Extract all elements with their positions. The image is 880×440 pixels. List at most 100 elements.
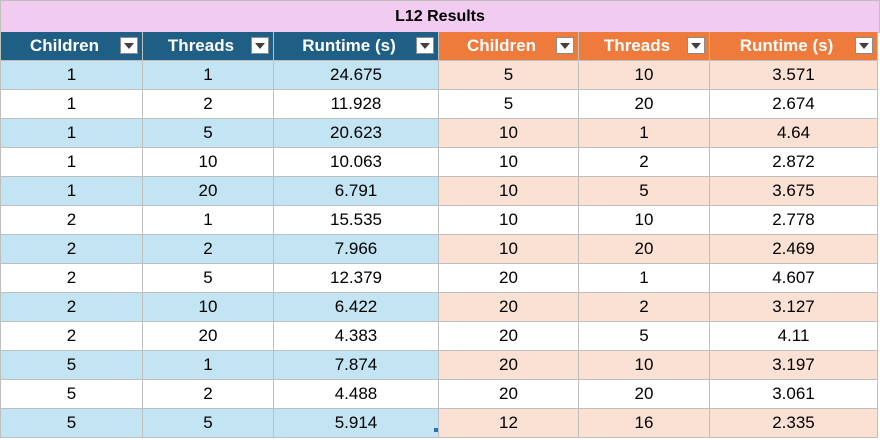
cell-runtime-right[interactable]: 4.607	[710, 264, 878, 293]
filter-dropdown-button[interactable]	[687, 37, 705, 54]
cell-children-right[interactable]: 10	[439, 177, 579, 206]
cell-children-right[interactable]: 10	[439, 235, 579, 264]
cell-runtime-left[interactable]: 4.383	[274, 322, 439, 351]
cell-threads-left[interactable]: 5	[143, 409, 274, 438]
cell-runtime-left[interactable]: 24.675	[274, 61, 439, 90]
cell-children-left[interactable]: 2	[0, 206, 143, 235]
cell-threads-left[interactable]: 10	[143, 148, 274, 177]
cell-runtime-right[interactable]: 3.061	[710, 380, 878, 409]
cell-threads-left[interactable]: 20	[143, 322, 274, 351]
cell-runtime-right[interactable]: 3.571	[710, 61, 878, 90]
cell-children-left[interactable]: 2	[0, 293, 143, 322]
column-header-threads-right[interactable]: Threads	[579, 32, 710, 61]
cell-threads-right[interactable]: 2	[579, 293, 710, 322]
chevron-down-icon	[420, 42, 430, 49]
cell-threads-left[interactable]: 5	[143, 264, 274, 293]
cell-runtime-right[interactable]: 3.197	[710, 351, 878, 380]
cell-runtime-left[interactable]: 10.063	[274, 148, 439, 177]
cell-runtime-left[interactable]: 6.791	[274, 177, 439, 206]
cell-threads-right[interactable]: 5	[579, 322, 710, 351]
filter-dropdown-button[interactable]	[855, 37, 873, 54]
filter-dropdown-button[interactable]	[120, 37, 138, 54]
column-header-children-left[interactable]: Children	[0, 32, 143, 61]
cell-threads-right[interactable]: 16	[579, 409, 710, 438]
cell-threads-right[interactable]: 1	[579, 264, 710, 293]
cell-threads-right[interactable]: 5	[579, 177, 710, 206]
chevron-down-icon	[255, 42, 265, 49]
cell-children-right[interactable]: 12	[439, 409, 579, 438]
cell-threads-left[interactable]: 2	[143, 90, 274, 119]
cell-runtime-right[interactable]: 2.335	[710, 409, 878, 438]
filter-dropdown-button[interactable]	[416, 37, 434, 54]
table-row: 1 20 6.791 10 5 3.675	[0, 177, 878, 206]
cell-runtime-right[interactable]: 2.872	[710, 148, 878, 177]
cell-children-right[interactable]: 10	[439, 148, 579, 177]
cell-threads-right[interactable]: 20	[579, 90, 710, 119]
cell-threads-left[interactable]: 1	[143, 206, 274, 235]
results-table: Children Threads Runtime (s) Children	[0, 32, 878, 438]
cell-threads-right[interactable]: 1	[579, 119, 710, 148]
column-header-runtime-right[interactable]: Runtime (s)	[710, 32, 878, 61]
cell-children-left[interactable]: 2	[0, 235, 143, 264]
cell-threads-left[interactable]: 5	[143, 119, 274, 148]
cell-threads-right[interactable]: 20	[579, 235, 710, 264]
fill-handle[interactable]	[434, 428, 438, 432]
cell-children-right[interactable]: 20	[439, 380, 579, 409]
cell-children-right[interactable]: 20	[439, 351, 579, 380]
cell-runtime-right[interactable]: 2.674	[710, 90, 878, 119]
cell-runtime-right[interactable]: 2.469	[710, 235, 878, 264]
cell-threads-left[interactable]: 2	[143, 380, 274, 409]
cell-children-left[interactable]: 1	[0, 61, 143, 90]
column-header-runtime-left[interactable]: Runtime (s)	[274, 32, 439, 61]
cell-children-left[interactable]: 1	[0, 148, 143, 177]
cell-runtime-left[interactable]: 5.914	[274, 409, 439, 438]
cell-children-left[interactable]: 2	[0, 264, 143, 293]
cell-runtime-right[interactable]: 3.127	[710, 293, 878, 322]
cell-children-left[interactable]: 5	[0, 351, 143, 380]
column-header-children-right[interactable]: Children	[439, 32, 579, 61]
filter-dropdown-button[interactable]	[251, 37, 269, 54]
cell-runtime-left[interactable]: 11.928	[274, 90, 439, 119]
cell-children-left[interactable]: 1	[0, 90, 143, 119]
cell-children-left[interactable]: 5	[0, 409, 143, 438]
cell-runtime-left[interactable]: 6.422	[274, 293, 439, 322]
table-row: 2 1 15.535 10 10 2.778	[0, 206, 878, 235]
cell-children-right[interactable]: 5	[439, 61, 579, 90]
cell-threads-right[interactable]: 10	[579, 206, 710, 235]
header-label: Threads	[603, 36, 671, 55]
cell-runtime-right[interactable]: 3.675	[710, 177, 878, 206]
cell-children-right[interactable]: 5	[439, 90, 579, 119]
cell-runtime-right[interactable]: 4.64	[710, 119, 878, 148]
cell-runtime-left[interactable]: 4.488	[274, 380, 439, 409]
cell-runtime-left[interactable]: 7.874	[274, 351, 439, 380]
cell-children-left[interactable]: 1	[0, 177, 143, 206]
table-row: 1 5 20.623 10 1 4.64	[0, 119, 878, 148]
cell-children-right[interactable]: 20	[439, 293, 579, 322]
cell-runtime-left[interactable]: 20.623	[274, 119, 439, 148]
cell-threads-left[interactable]: 1	[143, 351, 274, 380]
cell-threads-right[interactable]: 10	[579, 61, 710, 90]
cell-children-right[interactable]: 20	[439, 322, 579, 351]
cell-runtime-left[interactable]: 12.379	[274, 264, 439, 293]
cell-runtime-right[interactable]: 4.11	[710, 322, 878, 351]
cell-runtime-right[interactable]: 2.778	[710, 206, 878, 235]
cell-threads-right[interactable]: 10	[579, 351, 710, 380]
cell-threads-right[interactable]: 2	[579, 148, 710, 177]
cell-runtime-left[interactable]: 15.535	[274, 206, 439, 235]
cell-runtime-left[interactable]: 7.966	[274, 235, 439, 264]
table-row: 2 2 7.966 10 20 2.469	[0, 235, 878, 264]
cell-children-right[interactable]: 10	[439, 119, 579, 148]
cell-threads-left[interactable]: 10	[143, 293, 274, 322]
cell-threads-left[interactable]: 1	[143, 61, 274, 90]
filter-dropdown-button[interactable]	[556, 37, 574, 54]
table-title[interactable]: L12 Results	[0, 0, 880, 33]
cell-threads-left[interactable]: 2	[143, 235, 274, 264]
column-header-threads-left[interactable]: Threads	[143, 32, 274, 61]
cell-threads-right[interactable]: 20	[579, 380, 710, 409]
cell-children-left[interactable]: 1	[0, 119, 143, 148]
cell-threads-left[interactable]: 20	[143, 177, 274, 206]
cell-children-left[interactable]: 2	[0, 322, 143, 351]
cell-children-right[interactable]: 20	[439, 264, 579, 293]
cell-children-right[interactable]: 10	[439, 206, 579, 235]
cell-children-left[interactable]: 5	[0, 380, 143, 409]
